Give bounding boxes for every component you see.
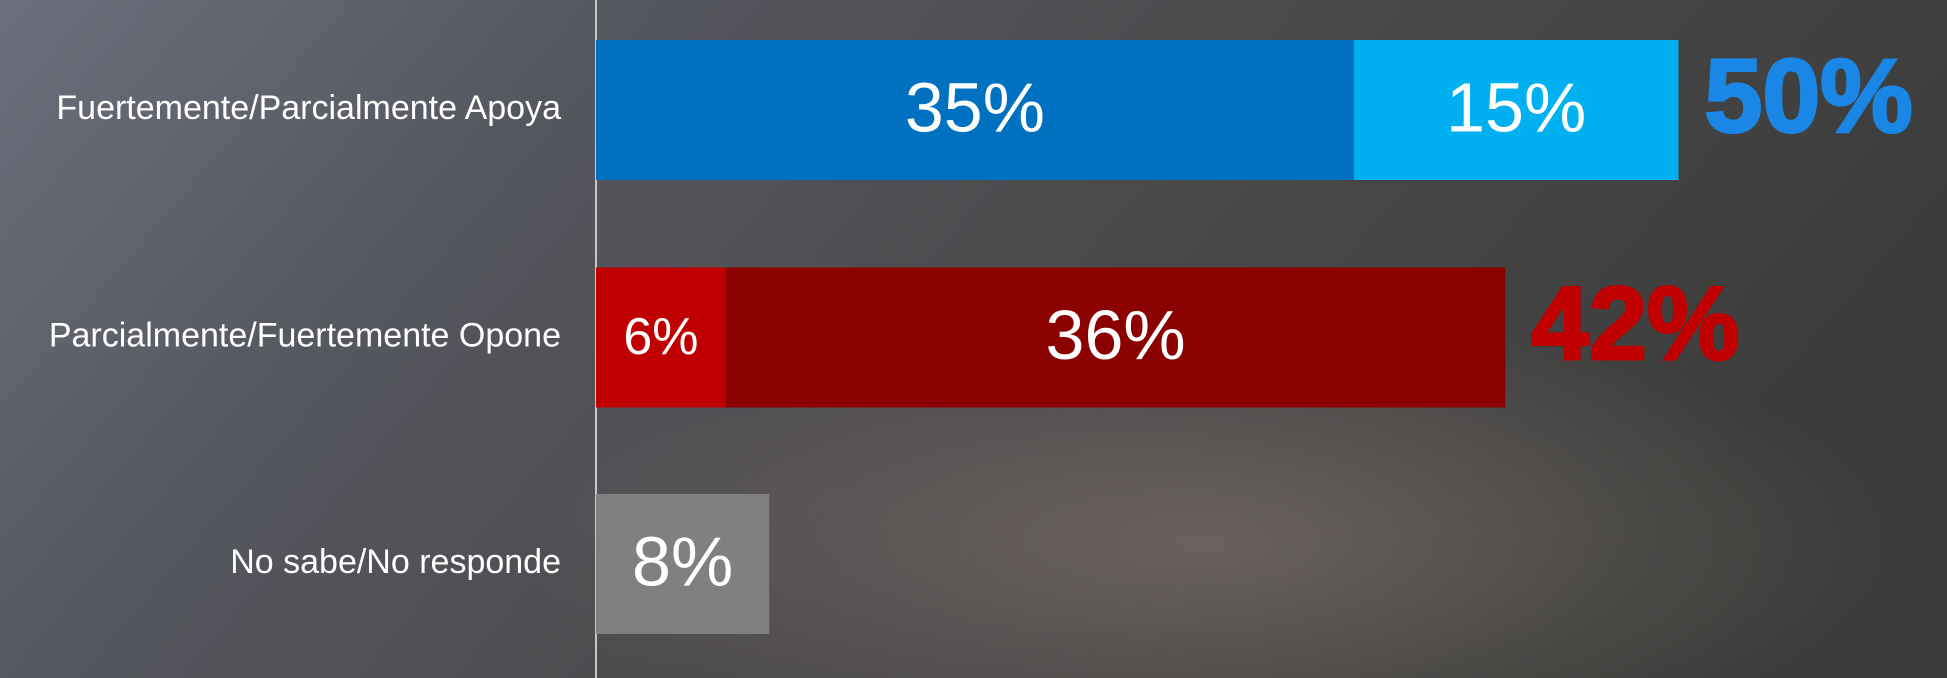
total-label: 42% xyxy=(1531,266,1739,382)
bar-value-label: 35% xyxy=(905,68,1045,146)
bar-segment xyxy=(725,267,1506,408)
bar-value-label: 36% xyxy=(1046,296,1186,374)
bar-segment xyxy=(1353,40,1679,180)
category-label: Parcialmente/Fuertemente Opone xyxy=(49,316,561,354)
bar-value-label: 6% xyxy=(623,308,698,366)
bar-segment xyxy=(596,40,1354,180)
bar-segment xyxy=(596,494,770,634)
bar-segment xyxy=(596,267,726,408)
bar-value-label: 8% xyxy=(632,522,733,600)
category-label: Fuertemente/Parcialmente Apoya xyxy=(56,89,561,127)
category-label: No sabe/No responde xyxy=(230,543,561,581)
total-label: 50% xyxy=(1705,38,1913,154)
bar-value-label: 15% xyxy=(1446,68,1586,146)
